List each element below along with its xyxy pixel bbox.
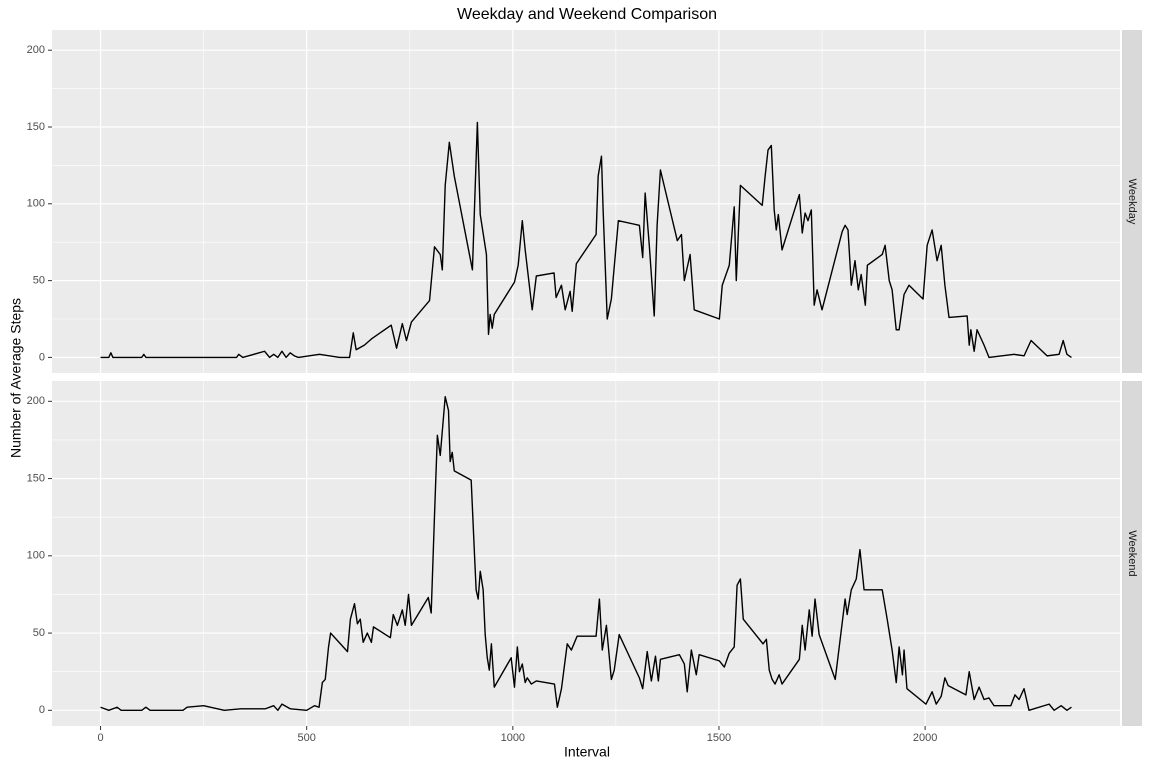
y-tick-label: 150 [27,472,45,484]
x-tick-label: 1500 [707,732,731,744]
y-tick-label: 0 [39,704,45,716]
x-tick-label: 0 [97,732,103,744]
y-tick-label: 50 [33,275,45,287]
panel-background [52,30,1120,373]
facet-strip-label: Weekend [1126,530,1138,576]
y-tick-label: 50 [33,627,45,639]
panel-background [52,381,1120,726]
y-tick-label: 200 [27,395,45,407]
facet-strip-label: Weekday [1126,179,1138,225]
x-tick-label: 2000 [913,732,937,744]
y-axis-label: Number of Average Steps [8,298,24,458]
y-tick-label: 0 [39,351,45,363]
y-tick-label: 200 [27,44,45,56]
x-axis-label: Interval [564,744,610,760]
data-line [100,121,1072,359]
y-tick-label: 100 [27,550,45,562]
y-tick-label: 100 [27,198,45,210]
x-tick-label: 500 [298,732,316,744]
facet-strip [1122,381,1142,726]
facet-strip [1122,30,1142,373]
y-tick-label: 150 [27,121,45,133]
data-line [100,395,1072,712]
x-tick-label: 1000 [501,732,525,744]
chart-title: Weekday and Weekend Comparison [457,6,717,23]
